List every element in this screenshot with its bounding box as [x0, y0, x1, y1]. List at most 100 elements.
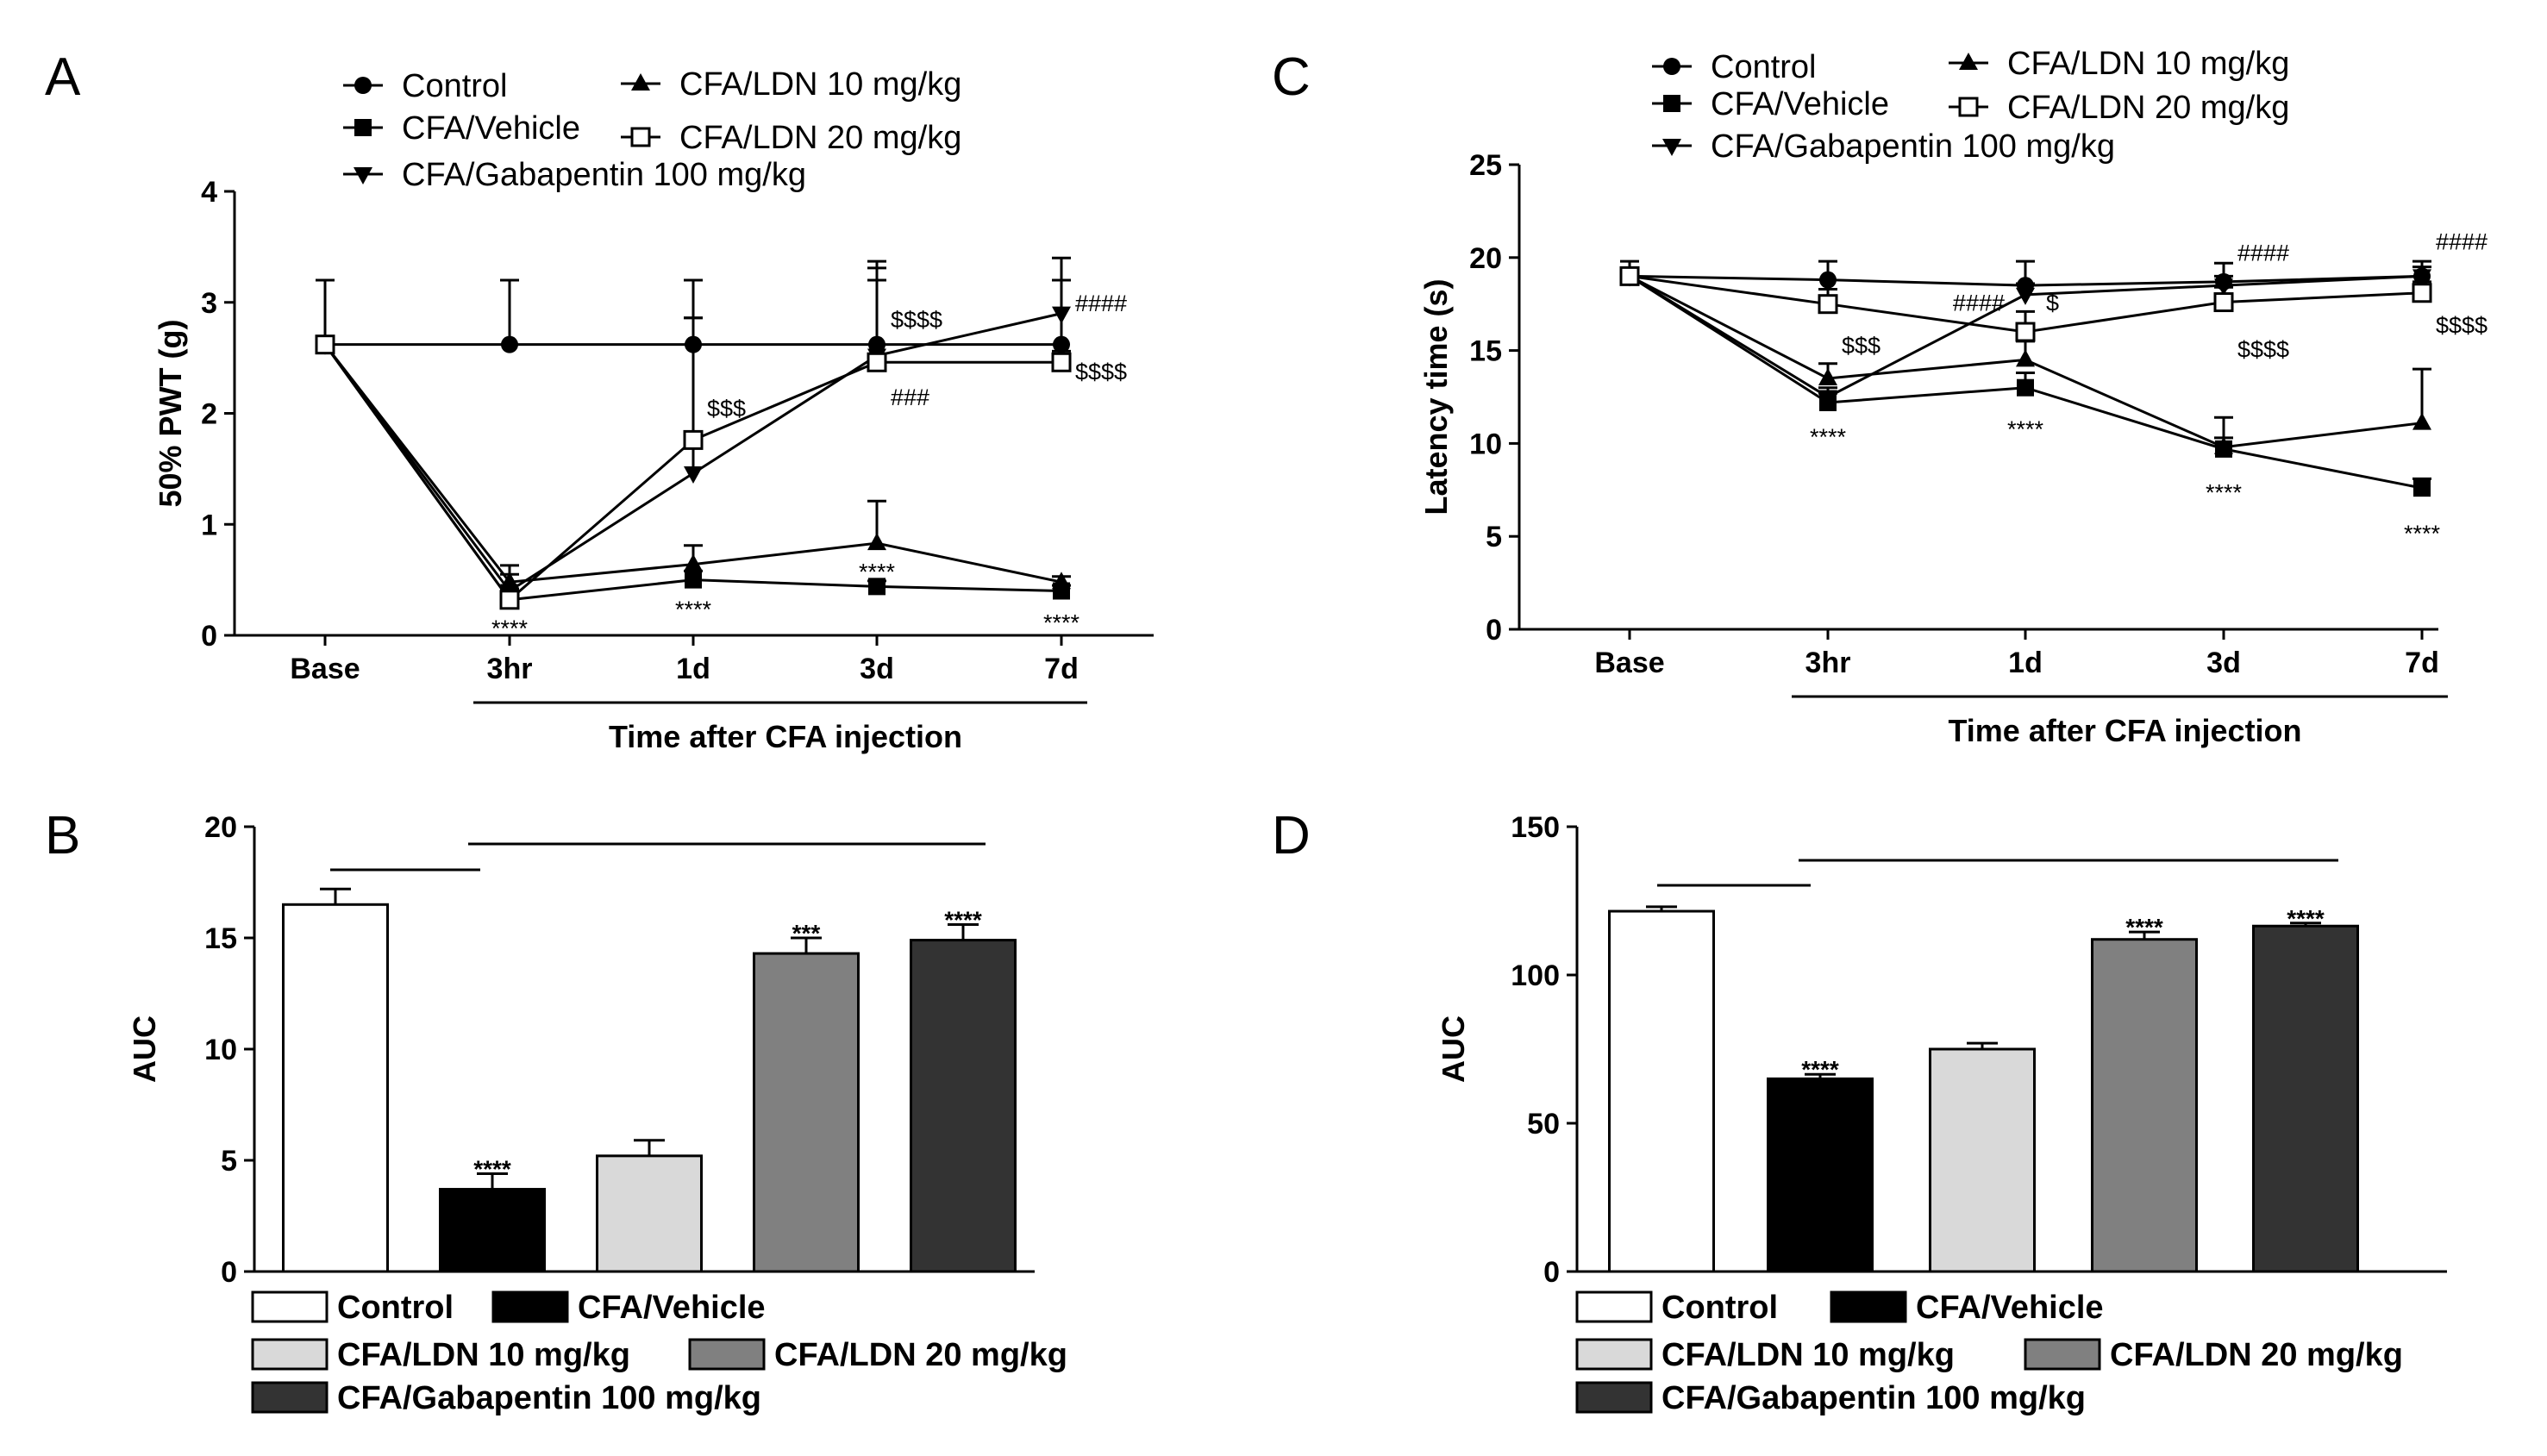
significance-label: $$$$: [1075, 359, 1127, 385]
data-point: [684, 466, 703, 484]
legend-swatch: [2024, 1338, 2101, 1371]
y-tick-label: 100: [1511, 959, 1560, 992]
significance-label: $: [2046, 291, 2059, 316]
legend-label: CFA/LDN 20 mg/kg: [774, 1337, 1067, 1373]
significance-label: ****: [2404, 521, 2441, 547]
legend-item-cfa-ldn-20-mg-kg: CFA/LDN 20 mg/kg: [2024, 1337, 2403, 1373]
legend-item-cfa-vehicle: CFA/Vehicle: [343, 110, 580, 147]
y-axis-label: 50% PWT (g): [153, 319, 188, 507]
data-point: [2017, 378, 2034, 397]
bar-control: [1608, 909, 1715, 1273]
legend-item-cfa-ldn-10-mg-kg: CFA/LDN 10 mg/kg: [1575, 1337, 1955, 1373]
legend-marker: [630, 127, 651, 147]
y-tick-label: 20: [1469, 242, 1502, 275]
panel-letter: A: [45, 47, 81, 107]
significance-label: ****: [859, 559, 896, 584]
data-point: [1052, 572, 1071, 590]
significance-label: ****: [2007, 416, 2044, 442]
data-point: [1818, 390, 1837, 408]
bar-cfa-ldn-20-mg-kg: [2091, 938, 2198, 1273]
significance-label: ****: [1043, 610, 1080, 636]
data-point: [2016, 287, 2035, 305]
data-point: [867, 533, 886, 551]
significance-label: $$$$: [2237, 336, 2289, 362]
legend-swatch: [251, 1290, 329, 1323]
bar-cfa-gabapentin-100-mg-kg: [910, 939, 1017, 1273]
bar-significance-label: ****: [944, 907, 982, 934]
panel-letter: D: [1272, 806, 1311, 865]
bar-cfa-gabapentin-100-mg-kg: [2252, 924, 2359, 1273]
x-tick-label: 7d: [2405, 647, 2439, 679]
bar-significance-label: ****: [2287, 905, 2325, 932]
legend-marker: [354, 167, 372, 184]
x-tick-label: 1d: [2008, 647, 2043, 679]
data-point: [1053, 335, 1070, 353]
legend-label: CFA/Gabapentin 100 mg/kg: [1661, 1380, 2086, 1416]
legend-label: CFA/Vehicle: [578, 1290, 766, 1326]
y-tick-label: 0: [221, 1256, 237, 1289]
legend-swatch: [688, 1338, 766, 1371]
data-point: [499, 590, 520, 610]
y-tick-label: 1: [201, 509, 217, 541]
bar-cfa-vehicle: [1767, 1077, 1874, 1273]
x-tick-label: 7d: [1044, 653, 1079, 685]
legend-label: CFA/Vehicle: [1711, 86, 1889, 122]
significance-label: ****: [675, 597, 712, 622]
legend-swatch: [491, 1290, 569, 1323]
y-tick-label: 4: [201, 176, 217, 209]
y-tick-label: 0: [1543, 1256, 1560, 1289]
significance-label: ####: [2436, 228, 2488, 254]
x-tick-label: Base: [1594, 647, 1664, 679]
data-point: [684, 553, 703, 572]
x-tick-label: 3d: [2206, 647, 2241, 679]
significance-label: ****: [491, 616, 529, 641]
significance-label: ####: [1075, 291, 1127, 316]
legend-swatch: [1575, 1290, 1653, 1323]
y-axis-label: AUC: [127, 1015, 162, 1083]
y-tick-label: 50: [1527, 1108, 1560, 1140]
x-tick-label: Base: [290, 653, 360, 685]
legend-label: CFA/LDN 20 mg/kg: [2110, 1337, 2403, 1373]
legend-label: CFA/Vehicle: [1916, 1290, 2104, 1326]
legend-marker: [1663, 58, 1680, 75]
data-point: [867, 352, 887, 372]
legend-marker: [354, 77, 372, 94]
data-point: [2015, 322, 2036, 342]
x-tick-label: 3d: [860, 653, 894, 685]
bar-cfa-ldn-10-mg-kg: [1929, 1047, 2036, 1273]
legend-marker: [1662, 139, 1681, 156]
legend-item-cfa-vehicle: CFA/Vehicle: [491, 1290, 766, 1326]
y-tick-label: 150: [1511, 811, 1560, 844]
legend-label: CFA/LDN 10 mg/kg: [2007, 46, 2289, 82]
data-point: [685, 571, 702, 589]
significance-label: ****: [2206, 479, 2243, 505]
panel-letter: C: [1272, 47, 1311, 107]
data-point: [315, 334, 335, 355]
legend-swatch: [251, 1381, 329, 1414]
legend-item-control: Control: [1575, 1290, 1778, 1326]
y-tick-label: 5: [1486, 521, 1502, 553]
legend-marker: [1959, 53, 1978, 70]
significance-label: $$$$: [2436, 312, 2488, 338]
significance-label: $$$: [1842, 333, 1881, 359]
legend-item-cfa-ldn-10-mg-kg: CFA/LDN 10 mg/kg: [621, 66, 961, 103]
bar-significance-label: ****: [473, 1155, 511, 1182]
x-axis-label: Time after CFA injection: [1948, 713, 2301, 748]
legend-label: CFA/Gabapentin 100 mg/kg: [402, 157, 806, 193]
legend-label: CFA/LDN 20 mg/kg: [2007, 90, 2289, 126]
data-point: [1819, 271, 1837, 289]
legend: Control CFA/Vehicle CFA/LDN 10 mg/kg CFA/LD…: [1575, 1290, 2403, 1416]
y-tick-label: 15: [1469, 335, 1502, 368]
data-point: [868, 578, 886, 596]
legend-label: Control: [337, 1290, 454, 1326]
legend-item-control: Control: [1652, 49, 1817, 85]
panel-c-line-chart: C 0 5 10 15 20 25 Latency time (s) Base 3hr 1d 3d 7d…: [1272, 46, 2488, 748]
data-point: [2412, 269, 2431, 287]
bar-cfa-vehicle: [439, 1188, 546, 1273]
y-tick-label: 15: [204, 922, 237, 955]
y-axis-label: Latency time (s): [1418, 278, 1454, 515]
legend-label: CFA/Gabapentin 100 mg/kg: [337, 1380, 761, 1416]
legend-label: CFA/Vehicle: [402, 110, 580, 147]
